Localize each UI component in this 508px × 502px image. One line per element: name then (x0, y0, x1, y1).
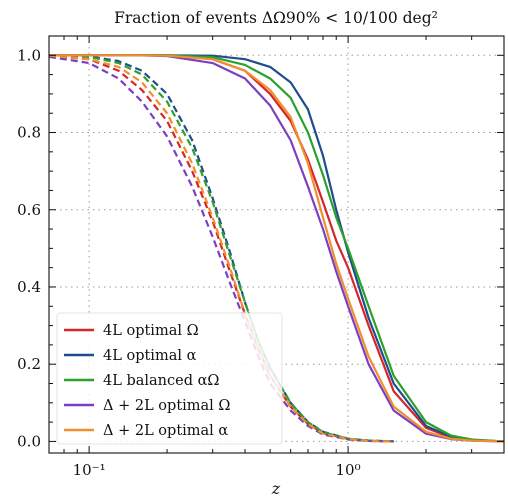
y-tick-label-4: 0.8 (17, 124, 41, 142)
legend-label-0: 4L optimal Ω (103, 323, 199, 339)
x-axis-label: z (271, 479, 281, 498)
x-tick-label-0: 10⁻¹ (73, 461, 106, 479)
series-1-dashed-line (48, 54, 394, 443)
y-tick-label-1: 0.2 (17, 355, 41, 373)
axis-ticks: 10⁻¹ 10⁰ 0.0 0.2 0.4 0.6 0.8 1.0 (17, 36, 505, 479)
y-tick-label-5: 1.0 (17, 46, 41, 64)
plot-frame (48, 35, 505, 454)
legend-label-3: Δ + 2L optimal Ω (103, 398, 230, 414)
legend: 4L optimal Ω 4L optimal α 4L balanced αΩ Δ … (56, 312, 283, 445)
series-0-dashed-line (48, 54, 394, 443)
legend-box (56, 312, 283, 445)
legend-label-1: 4L optimal α (103, 348, 197, 364)
legend-label-4: Δ + 2L optimal α (103, 423, 228, 439)
series-lines (48, 54, 505, 443)
chart-title: Fraction of events ΔΩ90% < 10/100 deg² (114, 9, 438, 27)
x-tick-label-1: 10⁰ (336, 461, 361, 479)
y-tick-label-0: 0.0 (17, 432, 41, 450)
legend-label-2: 4L balanced αΩ (103, 373, 219, 389)
series-2-dashed-line (48, 54, 394, 443)
series-4-solid-line (49, 54, 505, 443)
y-tick-label-2: 0.4 (17, 278, 41, 296)
y-tick-label-3: 0.6 (17, 201, 41, 219)
